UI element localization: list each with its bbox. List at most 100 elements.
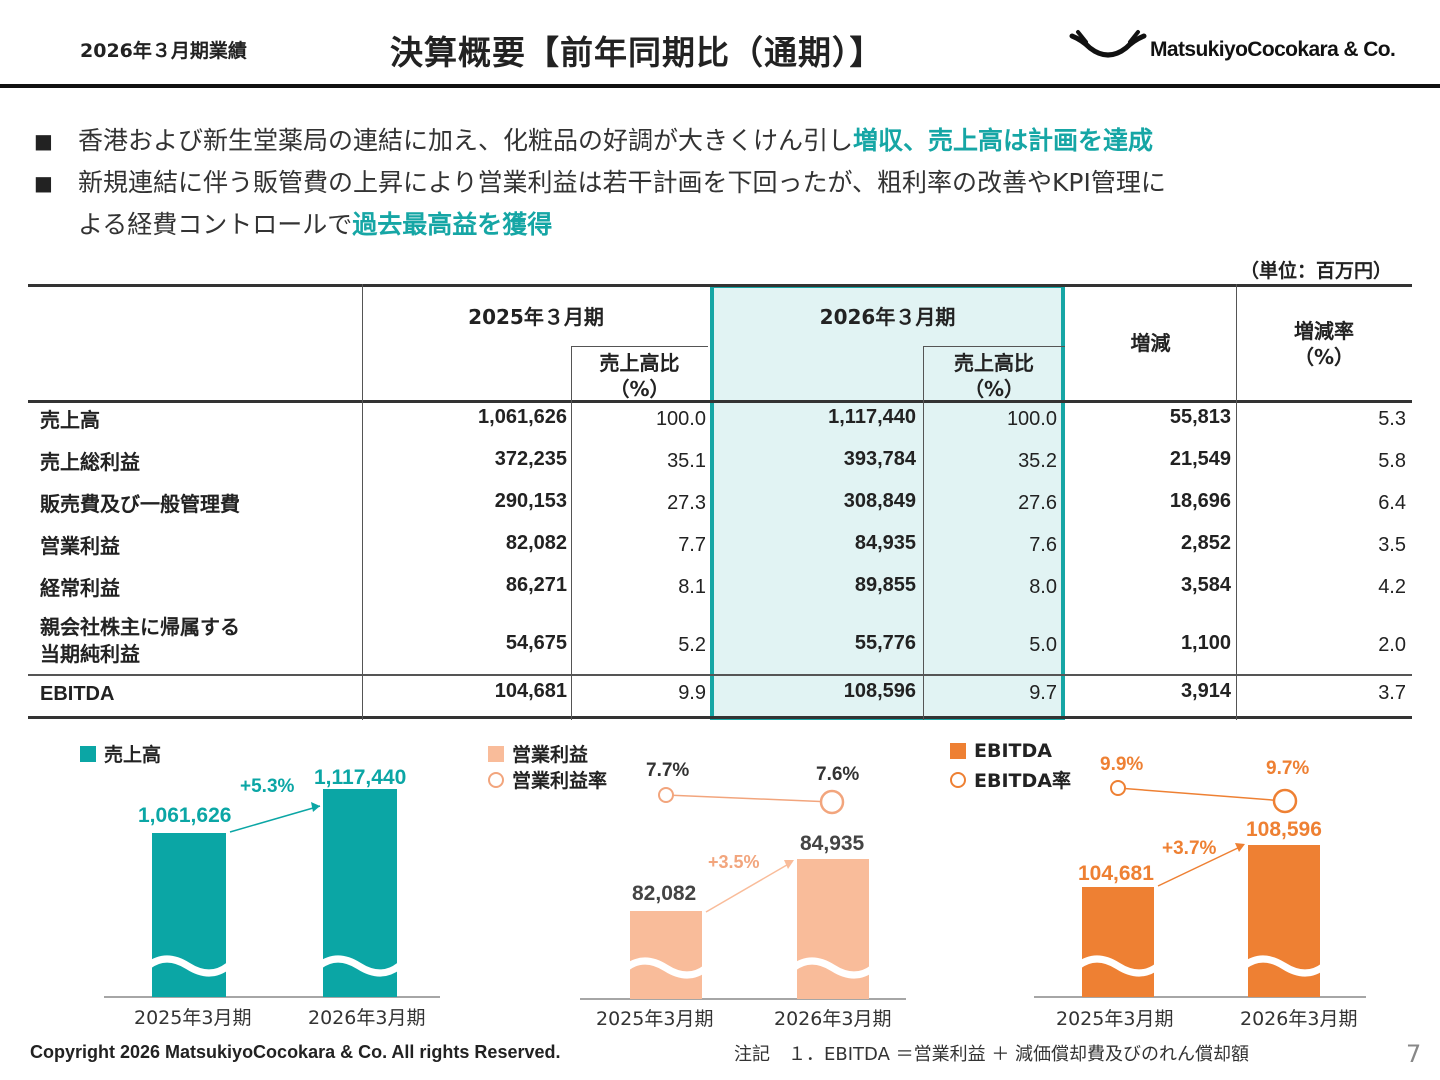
cell-prev-ratio: 27.3 [667,492,706,514]
row-label: 営業利益 [40,534,120,558]
x-tick-2026: 2026年3月期 [1240,1008,1358,1030]
growth-label: +3.7% [1162,838,1217,859]
cell-curr: 84,935 [854,532,916,554]
unit-label: （単位：百万円） [1239,260,1392,282]
cell-diff: 1,100 [1180,632,1231,654]
cell-prev: 104,681 [494,680,567,702]
cell-curr-ratio: 5.0 [1029,634,1057,656]
legend-label: EBITDA率 [974,770,1071,792]
cell-prev: 82,082 [505,532,567,554]
bullet-2: ■ 新規連結に伴う販管費の上昇により営業利益は若干計画を下回ったが、粗利率の改善… [34,162,1414,246]
summary-bullets: ■ 香港および新生堂薬局の連結に加え、化粧品の好調が大きくけん引し増収、売上高は… [34,120,1414,246]
cell-curr-ratio: 35.2 [1018,450,1057,472]
copyright: Copyright 2026 MatsukiyoCocokara & Co. A… [30,1042,561,1062]
page-title: 決算概要【前年同期比（通期）】 [390,33,884,72]
logo-wordmark: MatsukiyoCocokara & Co. [1150,38,1396,61]
cell-rate: 5.3 [1378,408,1406,430]
cell-diff: 3,584 [1180,574,1231,596]
x-tick-2025: 2025年3月期 [596,1008,714,1030]
cell-prev: 1,061,626 [478,406,567,428]
bar-2025 [1082,887,1154,997]
chart-op-svg [580,787,906,1000]
square-bullet-icon: ■ [34,129,53,153]
bullet-1: ■ 香港および新生堂薬局の連結に加え、化粧品の好調が大きくけん引し増収、売上高は… [34,120,1414,162]
header-curr-period: 2026年３月期 [819,305,956,329]
legend-label: 営業利益率 [512,770,608,792]
cell-curr-ratio: 7.6 [1029,534,1057,556]
cell-prev: 54,675 [505,632,567,654]
bar-label-2026: 1,117,440 [314,766,407,789]
bullet-2-text-cont: よる経費コントロールで [78,210,353,239]
x-tick-2026: 2026年3月期 [774,1008,892,1030]
cell-prev: 290,153 [494,490,567,512]
bar-label-2025: 104,681 [1078,862,1154,885]
growth-label: +3.5% [708,852,760,872]
x-tick-2025: 2025年3月期 [134,1007,252,1029]
cell-rate: 6.4 [1378,492,1406,514]
smile-logo-icon [1069,30,1147,58]
legend-ring-icon [488,771,504,788]
rate-label-2026: 7.6% [816,764,860,785]
growth-label: +5.3% [240,776,295,797]
period-label: 2026年３月期業績 [80,40,247,62]
company-logo: MatsukiyoCocokara & Co. [1068,26,1420,72]
header-prev-ratio: 売上高比 （%） [599,351,680,401]
cell-prev-ratio: 5.2 [678,634,706,656]
legend-swatch [80,745,96,762]
rate-point-2026 [1272,788,1298,814]
square-bullet-icon: ■ [34,171,53,195]
cell-curr: 108,596 [843,680,916,702]
cell-prev: 372,235 [494,448,567,470]
cell-rate: 3.7 [1378,682,1406,704]
footnote: 注記 １．EBITDA ＝営業利益 ＋ 減価償却費及びのれん償却額 [734,1044,1250,1065]
bullet-1-text: 香港および新生堂薬局の連結に加え、化粧品の好調が大きくけん引し [78,126,854,155]
rate-label-2025: 9.9% [1100,754,1144,775]
cell-curr: 89,855 [854,574,916,596]
x-tick-2025: 2025年3月期 [1056,1008,1174,1030]
bar-label-2025: 82,082 [632,882,697,905]
cell-prev-ratio: 7.7 [678,534,706,556]
bar-2025 [630,911,702,999]
header-diff: 増減 [1130,331,1171,355]
cell-diff: 18,696 [1169,490,1231,512]
legend-label: 営業利益 [512,744,589,766]
cell-rate: 5.8 [1378,450,1406,472]
row-label: 親会社株主に帰属する 当期純利益 [40,615,240,666]
cell-curr-ratio: 8.0 [1029,576,1057,598]
rate-label-2025: 7.7% [646,760,690,781]
x-tick-2026: 2026年3月期 [308,1007,426,1029]
bar-label-2025: 1,061,626 [138,804,232,827]
legend-label: EBITDA [974,740,1052,762]
cell-curr: 1,117,440 [828,406,916,428]
cell-prev-ratio: 8.1 [678,576,706,598]
legend-ring-icon [950,771,966,788]
rate-label-2026: 9.7% [1266,758,1310,779]
page-number: 7 [1406,1040,1422,1068]
cell-prev-ratio: 35.1 [667,450,706,472]
row-label: 経常利益 [40,576,120,600]
cell-rate: 3.5 [1378,534,1406,556]
chart-sales-svg [104,789,440,998]
cell-diff: 2,852 [1180,532,1231,554]
cell-rate: 2.0 [1378,634,1406,656]
cell-prev-ratio: 100.0 [655,408,706,430]
chart-sales: 売上高 1,061,626 1,117,440 +5.3% 2025年3月期 2… [80,736,460,1036]
header-rule [0,84,1440,88]
bullet-1-highlight: 増収、売上高は計画を達成 [853,126,1154,155]
header-rate: 増減率 （%） [1293,319,1355,369]
rate-point-2026 [819,789,845,815]
cell-prev-ratio: 9.9 [678,682,706,704]
header-curr-ratio: 売上高比 （%） [954,351,1034,401]
cell-curr: 393,784 [843,448,916,470]
financial-table: 2025年３月期 2026年３月期 売上高比 （%） 売上高比 （%） 増減 増… [28,284,1412,720]
cell-curr-ratio: 9.7 [1029,682,1057,704]
cell-diff: 21,549 [1169,448,1231,470]
legend-label: 売上高 [104,744,162,766]
legend-op: 営業利益 [488,740,588,767]
legend-op-rate: 営業利益率 [488,766,607,793]
cell-curr: 55,776 [854,632,916,654]
chart-ebitda-svg [1034,780,1366,998]
cell-curr-ratio: 27.6 [1018,492,1057,514]
row-label: 販売費及び一般管理費 [40,492,240,516]
legend-ebitda-rate: EBITDA率 [950,766,1071,793]
